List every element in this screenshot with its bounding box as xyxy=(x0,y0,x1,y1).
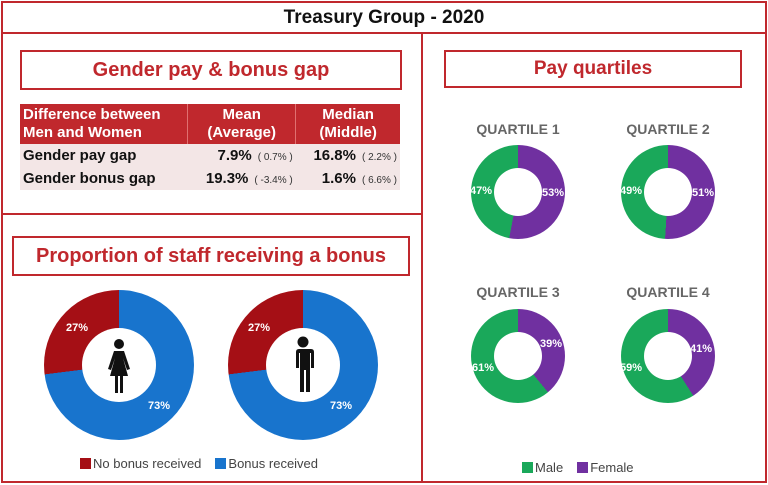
mean-cell: 19.3%( -3.4% ) xyxy=(187,167,296,190)
row-label: Gender bonus gap xyxy=(20,167,188,190)
q1-male-label: 47% xyxy=(470,185,493,197)
q4-female-label: 41% xyxy=(690,343,713,355)
quartile-legend: Male Female xyxy=(522,460,634,475)
female-bonus-label: 73% xyxy=(148,400,171,412)
male-no-bonus-label: 27% xyxy=(248,322,271,334)
q1-female-label: 53% xyxy=(542,187,565,199)
quartile-heading: Pay quartiles xyxy=(444,50,742,88)
q3-male-label: 61% xyxy=(472,362,495,374)
gap-heading: Gender pay & bonus gap xyxy=(20,50,402,90)
row-label: Gender pay gap xyxy=(20,144,188,167)
gap-table-header: Difference between Men and Women Mean (Ave… xyxy=(20,104,400,144)
legend-no-bonus: No bonus received xyxy=(80,456,201,471)
female-no-bonus-label: 27% xyxy=(66,322,89,334)
q2-female-label: 51% xyxy=(692,187,715,199)
quartile-1-title: QUARTILE 1 xyxy=(476,121,560,137)
gap-table: Difference between Men and Women Mean (Ave… xyxy=(20,104,400,190)
report-title-bar: Treasury Group - 2020 xyxy=(1,1,767,34)
bonus-heading: Proportion of staff receiving a bonus xyxy=(12,236,410,276)
quartile-2-title: QUARTILE 2 xyxy=(626,121,710,137)
q4-male-label: 59% xyxy=(620,362,643,374)
quartile-panel xyxy=(421,32,767,483)
report-title: Treasury Group - 2020 xyxy=(283,6,485,28)
bonus-legend: No bonus received Bonus received xyxy=(80,456,318,471)
quartile-4-title: QUARTILE 4 xyxy=(626,284,710,300)
col-mean: Mean (Average) xyxy=(187,104,297,144)
col-difference: Difference between Men and Women xyxy=(20,104,189,144)
median-cell: 16.8%( 2.2% ) xyxy=(295,144,400,167)
legend-female: Female xyxy=(577,460,634,475)
male-figure-icon xyxy=(295,336,314,392)
mean-cell: 7.9%( 0.7% ) xyxy=(187,144,296,167)
table-row: Gender bonus gap 19.3%( -3.4% ) 1.6%( 6.… xyxy=(20,167,400,190)
legend-bonus: Bonus received xyxy=(215,456,318,471)
median-cell: 1.6%( 6.6% ) xyxy=(295,167,400,190)
table-row: Gender pay gap 7.9%( 0.7% ) 16.8%( 2.2% … xyxy=(20,144,400,167)
female-figure-icon xyxy=(108,339,130,393)
q2-male-label: 49% xyxy=(620,185,643,197)
quartile-3-title: QUARTILE 3 xyxy=(476,284,560,300)
q3-female-label: 39% xyxy=(540,338,563,350)
col-median: Median (Middle) xyxy=(295,104,400,144)
male-bonus-label: 73% xyxy=(330,400,353,412)
legend-male: Male xyxy=(522,460,563,475)
